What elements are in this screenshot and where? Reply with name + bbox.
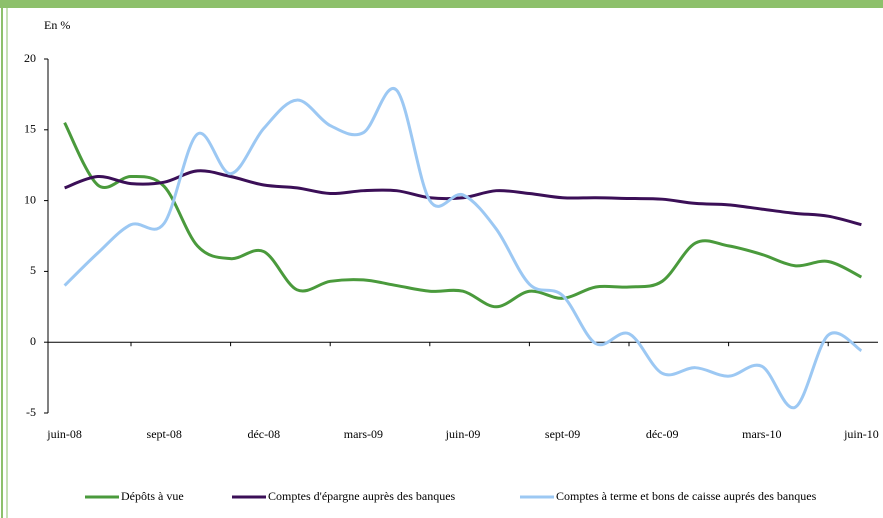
- series-line: [63, 122, 863, 309]
- legend-label: Comptes d'épargne auprès des banques: [268, 489, 456, 503]
- legend-label: Comptes à terme et bons de caisse auprés…: [556, 489, 817, 503]
- series-line: [63, 86, 863, 409]
- y-tick-label: 15: [24, 122, 36, 136]
- x-tick-label: juin-09: [445, 427, 481, 441]
- y-tick-label: -5: [26, 405, 36, 419]
- y-tick-label: 10: [24, 192, 36, 206]
- x-tick-label: sept-08: [147, 427, 182, 441]
- y-tick-label: 20: [24, 51, 36, 65]
- x-tick-label: déc-09: [646, 427, 679, 441]
- y-tick-label: 5: [30, 263, 36, 277]
- y-axis-label: En %: [44, 18, 70, 32]
- top-border: [0, 0, 883, 8]
- series-line: [64, 169, 862, 227]
- x-tick-label: mars-09: [344, 427, 383, 441]
- legend-label: Dépôts à vue: [121, 489, 184, 503]
- x-tick-label: sept-09: [545, 427, 580, 441]
- x-tick-label: déc-08: [247, 427, 280, 441]
- x-tick-label: juin-08: [46, 427, 82, 441]
- y-tick-label: 0: [30, 334, 36, 348]
- x-tick-label: juin-10: [843, 427, 879, 441]
- x-tick-label: mars-10: [742, 427, 781, 441]
